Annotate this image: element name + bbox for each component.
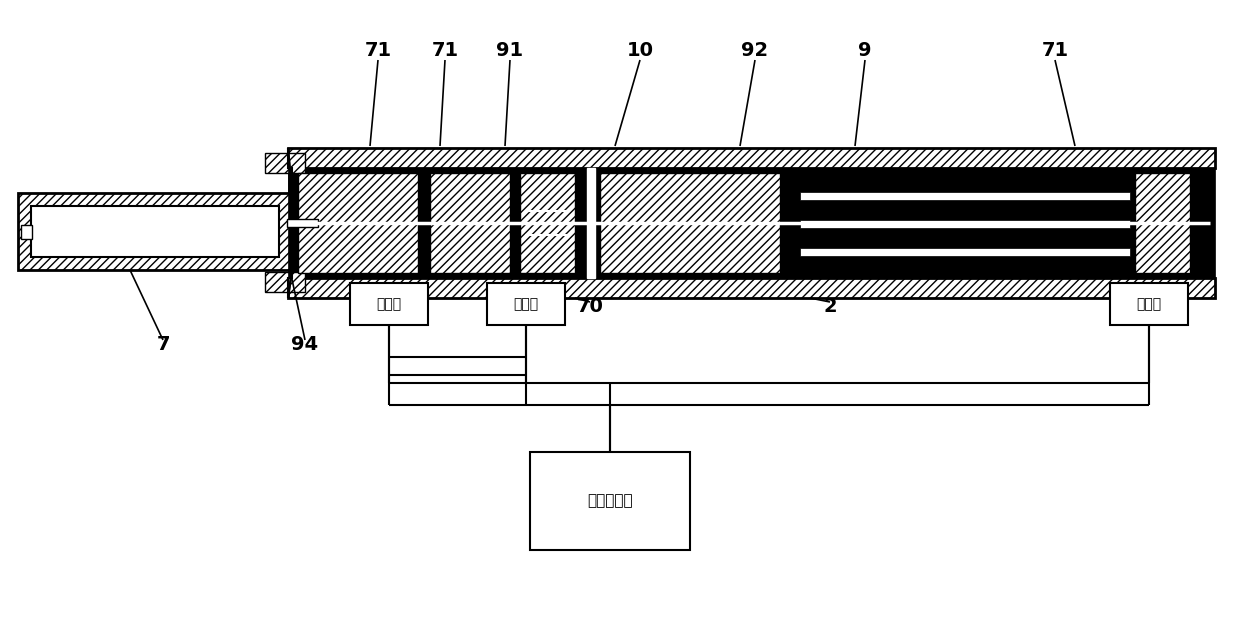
Bar xyxy=(31,206,279,257)
Bar xyxy=(265,272,305,292)
Text: 9: 9 xyxy=(858,40,872,60)
Bar xyxy=(288,278,1215,298)
Bar xyxy=(430,173,510,273)
Bar xyxy=(600,173,780,273)
Bar xyxy=(800,220,1130,228)
Polygon shape xyxy=(288,148,291,193)
Bar xyxy=(1135,173,1190,273)
Bar xyxy=(529,452,689,550)
Text: 继电器: 继电器 xyxy=(513,297,538,311)
Polygon shape xyxy=(288,168,291,278)
Bar xyxy=(288,148,1215,168)
Bar xyxy=(575,173,587,273)
Text: 70: 70 xyxy=(577,297,604,316)
Bar xyxy=(21,225,32,239)
Bar xyxy=(520,173,575,273)
Polygon shape xyxy=(288,270,291,298)
Bar xyxy=(288,168,1215,278)
Text: 71: 71 xyxy=(1042,40,1069,60)
Bar xyxy=(600,170,1190,276)
Bar xyxy=(800,248,1130,256)
Text: 继电器: 继电器 xyxy=(377,297,402,311)
Bar xyxy=(1110,283,1188,325)
Bar xyxy=(286,219,317,227)
Text: 71: 71 xyxy=(365,40,392,60)
Text: 继电器: 继电器 xyxy=(1136,297,1162,311)
Bar xyxy=(350,283,428,325)
Text: 10: 10 xyxy=(626,40,653,60)
Text: 2: 2 xyxy=(823,297,837,316)
Text: 91: 91 xyxy=(496,40,523,60)
Bar xyxy=(800,192,1130,200)
Bar xyxy=(19,193,291,270)
Bar xyxy=(780,168,792,278)
Text: 7: 7 xyxy=(156,335,170,354)
Bar xyxy=(587,168,595,278)
Bar xyxy=(510,173,520,273)
Bar xyxy=(487,283,565,325)
Bar xyxy=(418,173,430,273)
Text: 94: 94 xyxy=(291,335,319,354)
Bar xyxy=(298,173,418,273)
Text: 温度控制器: 温度控制器 xyxy=(588,493,632,509)
Text: 92: 92 xyxy=(742,40,769,60)
Bar xyxy=(265,153,305,173)
Text: 71: 71 xyxy=(432,40,459,60)
